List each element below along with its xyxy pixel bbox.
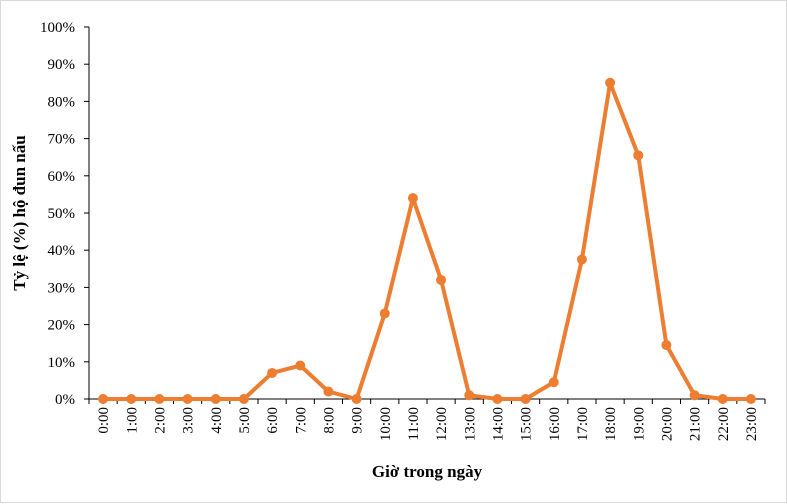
- data-point: [407, 193, 418, 204]
- x-tick-label: 10:00: [378, 407, 394, 441]
- x-tick-label: 8:00: [321, 407, 337, 434]
- x-tick-label: 7:00: [293, 407, 309, 434]
- data-point: [464, 390, 475, 401]
- data-point: [661, 340, 672, 351]
- data-point: [126, 394, 137, 404]
- x-tick-label: 15:00: [519, 407, 535, 441]
- x-tick-label: 16:00: [547, 407, 563, 441]
- y-tick-label: 70%: [48, 132, 76, 148]
- x-tick-label: 17:00: [575, 407, 591, 441]
- data-point: [182, 394, 193, 404]
- y-tick-label: 80%: [48, 94, 76, 110]
- data-point: [267, 367, 278, 378]
- data-point: [717, 394, 728, 404]
- data-point: [576, 254, 587, 265]
- data-point: [633, 150, 644, 161]
- y-tick-label: 40%: [48, 243, 76, 259]
- y-tick-label: 100%: [40, 20, 75, 36]
- data-point: [379, 308, 390, 319]
- y-tick-label: 20%: [48, 318, 76, 334]
- y-tick-label: 30%: [48, 280, 76, 296]
- data-point: [492, 394, 503, 404]
- x-tick-label: 19:00: [631, 407, 647, 441]
- y-tick-label: 0%: [55, 392, 75, 408]
- x-tick-label: 3:00: [181, 407, 197, 434]
- y-tick-label: 10%: [48, 355, 76, 371]
- y-tick-label: 60%: [48, 169, 76, 185]
- y-tick-labels: 0% 10% 20% 30% 40% 50% 60% 70% 80% 90% 100%: [40, 20, 75, 408]
- y-tick-label: 50%: [48, 206, 76, 222]
- x-tick-label: 22:00: [716, 407, 732, 441]
- data-point: [295, 360, 306, 371]
- x-tick-label: 4:00: [209, 407, 225, 434]
- data-point: [520, 394, 531, 404]
- data-point: [436, 274, 447, 285]
- x-tick-label: 18:00: [603, 407, 619, 441]
- x-tick-label: 0:00: [96, 407, 112, 434]
- x-tick-label: 13:00: [462, 407, 478, 441]
- series-line: [101, 80, 753, 401]
- data-point: [323, 386, 334, 397]
- x-tick-label: 2:00: [152, 407, 168, 434]
- data-point: [745, 394, 756, 404]
- data-point: [689, 390, 700, 401]
- x-tick-label: 23:00: [744, 407, 760, 441]
- data-point: [605, 77, 616, 88]
- x-axis-title: Giờ trong ngày: [372, 462, 483, 481]
- y-axis-title: Tỷ lệ (%) hộ đun nấu: [10, 135, 29, 290]
- x-tick-label: 9:00: [350, 407, 366, 434]
- x-tick-label: 6:00: [265, 407, 281, 434]
- x-tick-labels: 0:00 1:00 2:00 3:00 4:00 5:00 6:00 7:00 8:00 9:00…: [96, 407, 760, 441]
- data-point: [210, 394, 221, 404]
- x-tick-label: 14:00: [490, 407, 506, 441]
- data-point: [154, 394, 165, 404]
- series-layer: [98, 77, 756, 404]
- x-tick-label: 1:00: [124, 407, 140, 434]
- x-tick-label: 20:00: [659, 407, 675, 441]
- y-tick-label: 90%: [48, 57, 76, 73]
- x-tick-label: 21:00: [688, 407, 704, 441]
- data-point: [238, 394, 249, 404]
- data-point: [98, 394, 109, 404]
- x-tick-label: 12:00: [434, 407, 450, 441]
- data-point: [351, 394, 362, 404]
- x-tick-label: 11:00: [406, 407, 422, 441]
- x-tick-label: 5:00: [237, 407, 253, 434]
- data-point: [548, 377, 559, 388]
